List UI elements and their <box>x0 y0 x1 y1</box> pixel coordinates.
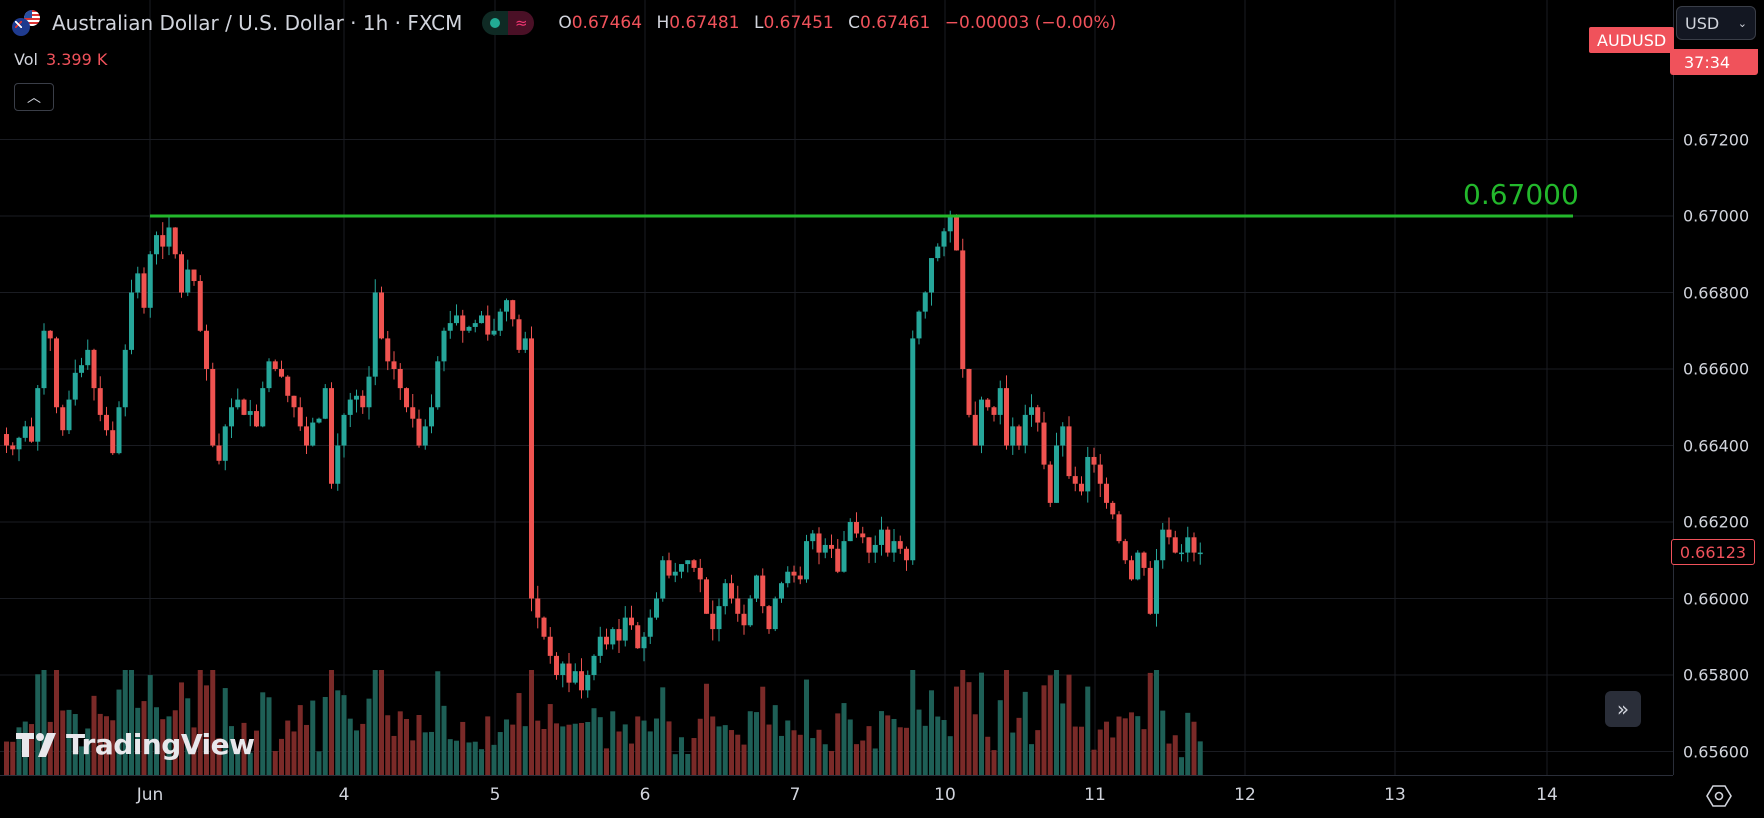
bar-countdown: 37:34 <box>1670 49 1758 75</box>
candlesticks <box>4 210 1203 699</box>
time-tick-label: 5 <box>489 785 501 805</box>
chart-settings-button[interactable] <box>1704 783 1734 809</box>
low-label: L <box>753 13 764 33</box>
volume-bars <box>4 670 1203 775</box>
price-tick-label: 0.66800 <box>1683 283 1750 302</box>
volume-value: 3.399 K <box>45 50 108 69</box>
price-tick-label: 0.65600 <box>1683 742 1750 761</box>
market-status-toggle[interactable]: ≈ <box>482 11 535 35</box>
close-label: C <box>848 13 861 33</box>
price-tick-label: 0.66000 <box>1683 589 1750 608</box>
symbol-title[interactable]: Australian Dollar / U.S. Dollar · 1h · F… <box>52 11 463 35</box>
time-tick-label: 14 <box>1536 785 1558 805</box>
last-price-label: 0.66123 <box>1671 539 1755 565</box>
price-tick-label: 0.66600 <box>1683 359 1750 379</box>
settings-hexagon-icon <box>1706 785 1732 807</box>
price-tick-label: 0.67200 <box>1683 130 1750 149</box>
change-value: −0.00003 (−0.00%) <box>944 13 1117 33</box>
currency-value: USD <box>1685 13 1720 33</box>
time-tick-label: Jun <box>136 785 164 805</box>
high-value: 0.67481 <box>669 13 740 33</box>
tradingview-logo-icon <box>16 732 56 757</box>
price-tick-label: 0.66200 <box>1683 512 1750 532</box>
open-value: 0.67464 <box>571 13 643 33</box>
time-tick-label: 13 <box>1384 785 1406 805</box>
high-label: H <box>656 13 670 33</box>
double-chevron-right-icon: » <box>1616 697 1630 721</box>
scroll-to-realtime-button[interactable]: » <box>1605 691 1641 727</box>
collapse-legend-button[interactable]: ︿ <box>14 83 54 111</box>
aud-usd-flag-icon <box>12 8 42 38</box>
price-tick-label: 0.67000 <box>1683 206 1750 226</box>
close-value: 0.67461 <box>860 13 931 33</box>
time-tick-label: 7 <box>789 785 801 805</box>
symbol-badge: AUDUSD <box>1589 27 1675 53</box>
open-label: O <box>558 13 572 33</box>
price-scale[interactable] <box>1673 0 1764 775</box>
volume-legend: Vol 3.399 K <box>14 50 107 69</box>
time-tick-label: 4 <box>338 785 350 805</box>
ohlc-values: O0.67464 H0.67481 L0.67451 C0.67461 −0.0… <box>558 13 1125 33</box>
time-tick-label: 10 <box>934 785 956 805</box>
chevron-up-icon: ︿ <box>27 90 41 106</box>
tradingview-logo[interactable]: TradingView <box>16 728 255 761</box>
grid-lines <box>0 0 1673 775</box>
time-tick-label: 12 <box>1234 785 1256 805</box>
time-tick-label: 6 <box>639 785 651 805</box>
volume-label: Vol <box>14 50 38 69</box>
low-value: 0.67451 <box>763 13 834 33</box>
market-open-dot-icon <box>482 11 509 35</box>
price-tick-label: 0.66400 <box>1683 436 1750 455</box>
time-tick-label: 11 <box>1084 785 1106 805</box>
logo-text: TradingView <box>66 728 255 761</box>
time-axis[interactable] <box>0 775 1673 818</box>
price-tick-label: 0.65800 <box>1683 665 1750 685</box>
approx-icon: ≈ <box>508 11 535 35</box>
horizontal-line-label: 0.67000 <box>1463 178 1579 211</box>
price-chart-canvas[interactable] <box>0 0 1673 775</box>
currency-selector[interactable]: USD ⌄ <box>1676 6 1756 40</box>
chart-legend: Australian Dollar / U.S. Dollar · 1h · F… <box>12 8 1125 38</box>
chevron-down-icon: ⌄ <box>1737 16 1747 30</box>
